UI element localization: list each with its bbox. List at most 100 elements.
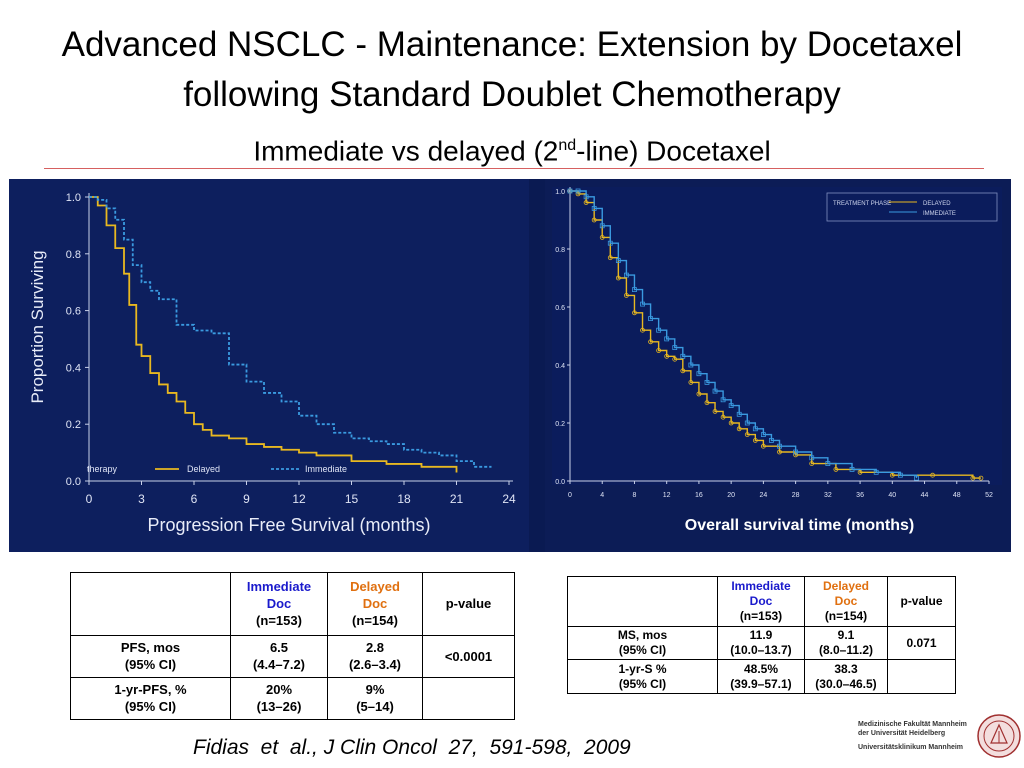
cell-line: (95% CI) [618,676,667,691]
os-point [897,472,903,478]
os-point [615,275,621,281]
cell-line: 38.3 [834,661,858,676]
subtitle-post: -line) Docetaxel [576,135,771,167]
os-legend-immediate-label: IMMEDIATE [923,211,956,217]
os-point [688,362,694,368]
os-point [575,191,581,197]
os-y-tick-label: 0.4 [555,363,565,370]
cell-line: (30.0–46.5) [815,676,877,691]
os-point [728,403,734,409]
pfs-x-tick-label: 9 [243,492,250,506]
cell-line: (95% CI) [618,643,667,658]
os-point [760,443,766,449]
os-point [777,449,782,455]
os-point [704,400,710,406]
cell-pvalue [422,676,515,721]
os-point [930,472,935,478]
os-point [599,223,605,229]
pfs-legend-title: therapy [87,464,118,474]
pfs-legend-delayed-label: Delayed [187,464,220,474]
university-seal-icon [977,714,1021,758]
cell-line: 48.5% [743,661,779,676]
os-point [849,466,855,472]
os-point [744,420,750,426]
os-x-tick-label: 32 [824,492,832,499]
cell-line: 11.9 [749,628,773,643]
table-header-delayed: Delayed Doc (n=154) [327,572,423,636]
os-point [970,475,976,481]
os-x-tick-label: 36 [856,492,864,499]
os-point [599,235,605,240]
header-line: (n=154) [824,608,868,623]
pfs-x-tick-label: 6 [191,492,198,506]
pfs-x-tick-label: 21 [450,492,464,506]
os-x-tick-label: 52 [985,492,993,499]
institution-line: Universitätsklinikum Mannheim [858,744,964,751]
cell-delayed: 9% (5–14) [327,676,423,721]
os-y-tick-label: 0.0 [555,479,565,486]
cell-pvalue: 0.071 [887,625,956,661]
cell-line: 1-yr-PFS, % [114,682,187,698]
cell-line: (2.6–3.4) [348,657,402,673]
cell-delayed: 9.1 (8.0–11.2) [804,625,888,661]
os-legend-title: TREATMENT PHASE [833,201,891,207]
os-point [624,293,629,298]
os-point [680,368,686,374]
os-x-tick-label: 44 [921,492,929,499]
pfs-x-tick-label: 24 [502,492,516,506]
cell-line: PFS, mos [120,640,181,656]
cell-line: 2.8 [365,640,385,656]
table-header-blank [70,572,231,636]
os-point [615,258,621,263]
pfs-x-tick-label: 15 [345,492,359,506]
os-legend-delayed-label: DELAYED [923,201,951,207]
os-point [744,432,750,438]
pfs-series-immediate-line [89,196,492,468]
os-point [688,379,694,385]
os-point [648,316,653,322]
survival-figure: 0.0 0.2 0.4 0.6 0.8 1.0 0 3 6 9 12 15 18 21 24 Progress… [9,179,1011,552]
table-header-immediate: Immediate Doc (n=153) [717,576,805,627]
table-header-pvalue: p-value [422,572,515,636]
pfs-x-tick-label: 3 [138,492,145,506]
os-point [640,301,645,307]
cell-delayed: 38.3 (30.0–46.5) [804,659,888,694]
header-line: Delayed [822,578,870,593]
title-divider [44,168,984,169]
os-point [720,414,726,420]
os-plot-area [552,187,1002,485]
os-point [696,371,702,377]
cell-line: (95% CI) [124,699,177,715]
os-point [760,432,766,438]
cell-line: (4.4–7.2) [252,657,306,673]
table-row: 1-yr-PFS, % (95% CI) 20% (13–26) 9% (5–14) [70,676,515,721]
os-point [857,469,863,475]
header-line: Doc [834,593,858,608]
header-line: Immediate [731,578,791,593]
cell-line: 9.1 [837,628,855,643]
os-point [632,310,637,316]
os-point [704,379,710,385]
cell-line: 6.5 [269,640,289,656]
os-point [624,272,629,278]
os-point [914,475,919,481]
pfs-table: Immediate Doc (n=153) Delayed Doc (n=154… [70,572,515,721]
os-x-tick-label: 20 [727,492,735,499]
table-header-immediate: Immediate Doc (n=153) [230,572,328,636]
os-point [583,200,589,206]
pfs-panel-bg [9,179,529,552]
os-point [607,240,613,246]
os-x-tick-label: 12 [663,492,671,499]
os-legend-box [826,192,998,222]
row-label: 1-yr-PFS, % (95% CI) [70,676,231,721]
os-point [728,420,734,426]
pfs-x-tick-label: 18 [397,492,411,506]
os-point [672,356,678,362]
slide-title-line1: Advanced NSCLC - Maintenance: Extension … [61,25,963,64]
os-y-tick-label: 0.6 [555,305,565,312]
os-point [672,345,678,351]
cell-immediate: 11.9 (10.0–13.7) [717,625,805,661]
cell-pvalue [887,659,956,694]
os-point [833,466,839,472]
table-row: Immediate Doc (n=153) Delayed Doc (n=154… [70,572,515,636]
